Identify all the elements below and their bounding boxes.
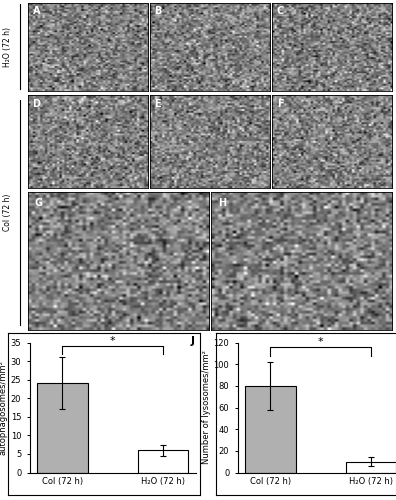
Text: G: G xyxy=(35,198,43,208)
Bar xyxy=(346,462,396,472)
Y-axis label: Number of lysosomes/mm²: Number of lysosomes/mm² xyxy=(202,350,211,465)
Text: H: H xyxy=(218,198,226,208)
Text: B: B xyxy=(154,6,162,16)
Text: A: A xyxy=(32,6,40,16)
Text: H₂O (72 h): H₂O (72 h) xyxy=(3,27,11,67)
Bar xyxy=(245,386,295,472)
Text: Col (72 h): Col (72 h) xyxy=(3,194,11,231)
Text: J: J xyxy=(191,336,195,346)
Text: C: C xyxy=(277,6,284,16)
Bar xyxy=(138,450,188,472)
Bar xyxy=(37,384,88,472)
Text: F: F xyxy=(277,99,284,109)
Text: *: * xyxy=(110,336,116,346)
Text: *: * xyxy=(318,337,324,347)
Text: E: E xyxy=(154,99,161,109)
Text: D: D xyxy=(32,99,40,109)
Y-axis label: Number of
autophagosomes/mm²: Number of autophagosomes/mm² xyxy=(0,360,8,455)
